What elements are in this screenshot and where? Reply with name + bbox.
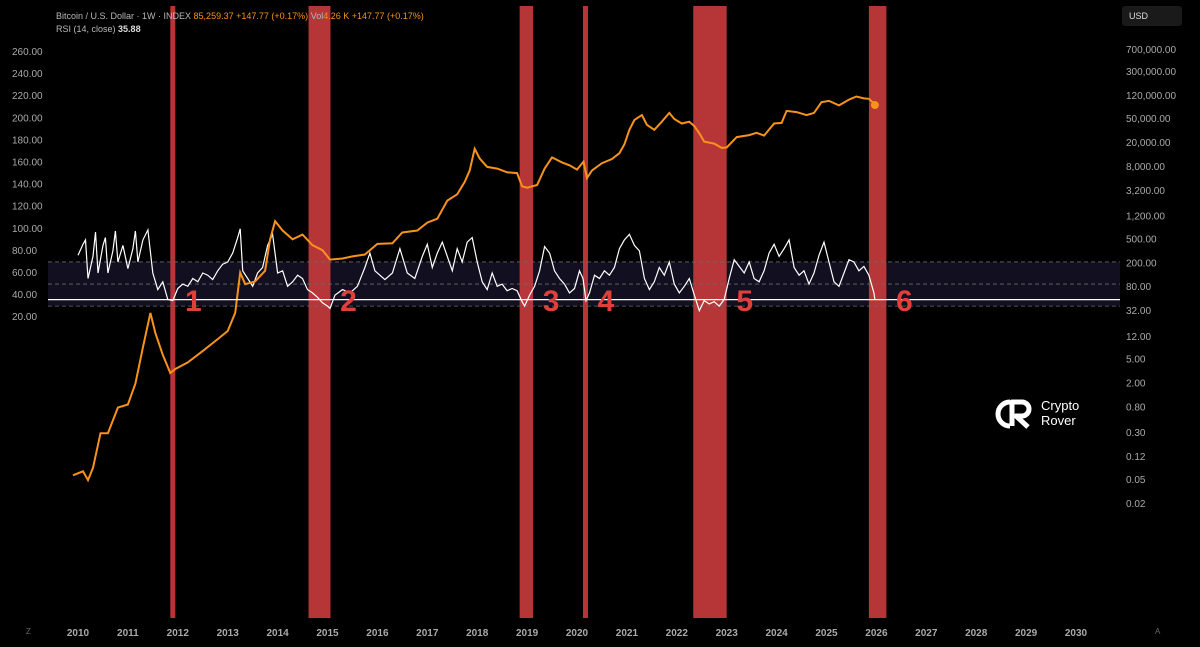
volume-change: +147.77 (+0.17%) [351,11,424,21]
x-tick-label: 2020 [566,628,589,639]
price-change: +147.77 (+0.17%) [236,11,309,21]
right-tick-label: 2.00 [1126,379,1146,390]
price-value: 85,259.37 [193,11,234,21]
x-tick-label: 2024 [765,628,788,639]
zone-1 [170,6,176,618]
zone-5 [693,6,727,618]
right-tick-label: 0.30 [1126,428,1146,439]
right-tick-label: 8,000.00 [1126,162,1165,173]
left-tick-label: 200.00 [12,113,43,124]
right-tick-label: 200.00 [1126,258,1157,269]
zone-label-6: 6 [896,285,913,318]
right-tick-label: 0.02 [1126,499,1146,510]
x-tick-label: 2015 [316,628,339,639]
left-tick-label: 60.00 [12,268,37,279]
zone-label-3: 3 [543,285,560,318]
right-tick-label: 50,000.00 [1126,114,1171,125]
x-tick-label: 2018 [466,628,489,639]
x-tick-label: 2023 [716,628,739,639]
x-tick-label: 2019 [516,628,539,639]
right-tick-label: 20,000.00 [1126,138,1171,149]
brand-logo: Crypto Rover [990,396,1100,432]
rsi-value: 35.88 [118,24,141,34]
x-tick-label: 2030 [1065,628,1088,639]
left-tick-label: 20.00 [12,312,37,323]
crypto-rover-logo-icon [995,399,1032,429]
currency-button[interactable]: USD [1122,6,1182,26]
zoom-toggle-icon[interactable]: Z [26,627,31,636]
left-tick-label: 240.00 [12,69,43,80]
x-tick-label: 2014 [266,628,289,639]
volume-value: 4.26 K [323,11,350,21]
x-tick-label: 2022 [666,628,689,639]
x-tick-label: 2026 [865,628,888,639]
left-tick-label: 140.00 [12,180,43,191]
left-tick-label: 160.00 [12,158,43,169]
zone-3 [519,6,534,618]
right-tick-label: 5.00 [1126,355,1146,366]
x-tick-label: 2021 [616,628,639,639]
right-tick-label: 80.00 [1126,282,1151,293]
right-tick-label: 120,000.00 [1126,91,1176,102]
rsi-line [77,227,876,313]
right-tick-label: 32.00 [1126,306,1151,317]
brand-line-2: Rover [1041,413,1076,428]
zone-label-2: 2 [340,285,357,318]
left-tick-label: 220.00 [12,91,43,102]
zone-4 [582,6,588,618]
zone-2 [308,6,331,618]
left-tick-label: 120.00 [12,202,43,213]
right-tick-label: 300,000.00 [1126,67,1176,78]
x-axis: 2010 2011 2012 2013 2014 2015 2016 2017 2018 2019… [67,628,1088,639]
left-tick-label: 40.00 [12,290,37,301]
x-tick-label: 2017 [416,628,439,639]
x-tick-label: 2016 [366,628,389,639]
x-tick-label: 2025 [815,628,838,639]
red-zones [170,6,887,618]
x-tick-label: 2010 [67,628,90,639]
rsi-label: RSI (14, close) [56,24,116,34]
right-tick-label: 0.05 [1126,475,1146,486]
zone-label-1: 1 [185,285,202,318]
rsi-header: RSI (14, close) 35.88 [56,24,141,34]
x-tick-label: 2027 [915,628,938,639]
zone-label-5: 5 [736,285,753,318]
right-tick-label: 0.80 [1126,403,1146,414]
symbol-label: Bitcoin / U.S. Dollar · 1W · INDEX [56,11,192,21]
right-axis: 700,000.00 300,000.00 120,000.00 50,000.00 2… [1126,45,1176,510]
left-tick-label: 100.00 [12,224,43,235]
left-axis: 260.00 240.00 220.00 200.00 180.00 160.00 140.… [12,47,43,323]
zone-6 [868,6,887,618]
right-tick-label: 700,000.00 [1126,45,1176,56]
price-line [72,95,876,483]
x-tick-label: 2013 [217,628,240,639]
right-tick-label: 1,200.00 [1126,211,1165,222]
right-tick-label: 500.00 [1126,234,1157,245]
right-tick-label: 0.12 [1126,452,1146,463]
right-tick-label: 3,200.00 [1126,186,1165,197]
brand-line-1: Crypto [1041,398,1080,413]
chart-header: Bitcoin / U.S. Dollar · 1W · INDEX 85,25… [56,11,424,21]
zone-labels: 1 2 3 4 5 6 [185,285,913,318]
left-tick-label: 80.00 [12,246,37,257]
x-tick-label: 2029 [1015,628,1038,639]
left-tick-label: 180.00 [12,135,43,146]
auto-scale-icon[interactable]: A [1155,627,1161,636]
x-tick-label: 2012 [167,628,190,639]
x-tick-label: 2011 [117,628,139,639]
volume-label: Vol [310,11,324,21]
x-tick-label: 2028 [965,628,988,639]
price-last-dot [870,101,879,110]
right-tick-label: 12.00 [1126,332,1151,343]
left-tick-label: 260.00 [12,47,43,58]
zone-label-4: 4 [598,285,615,318]
